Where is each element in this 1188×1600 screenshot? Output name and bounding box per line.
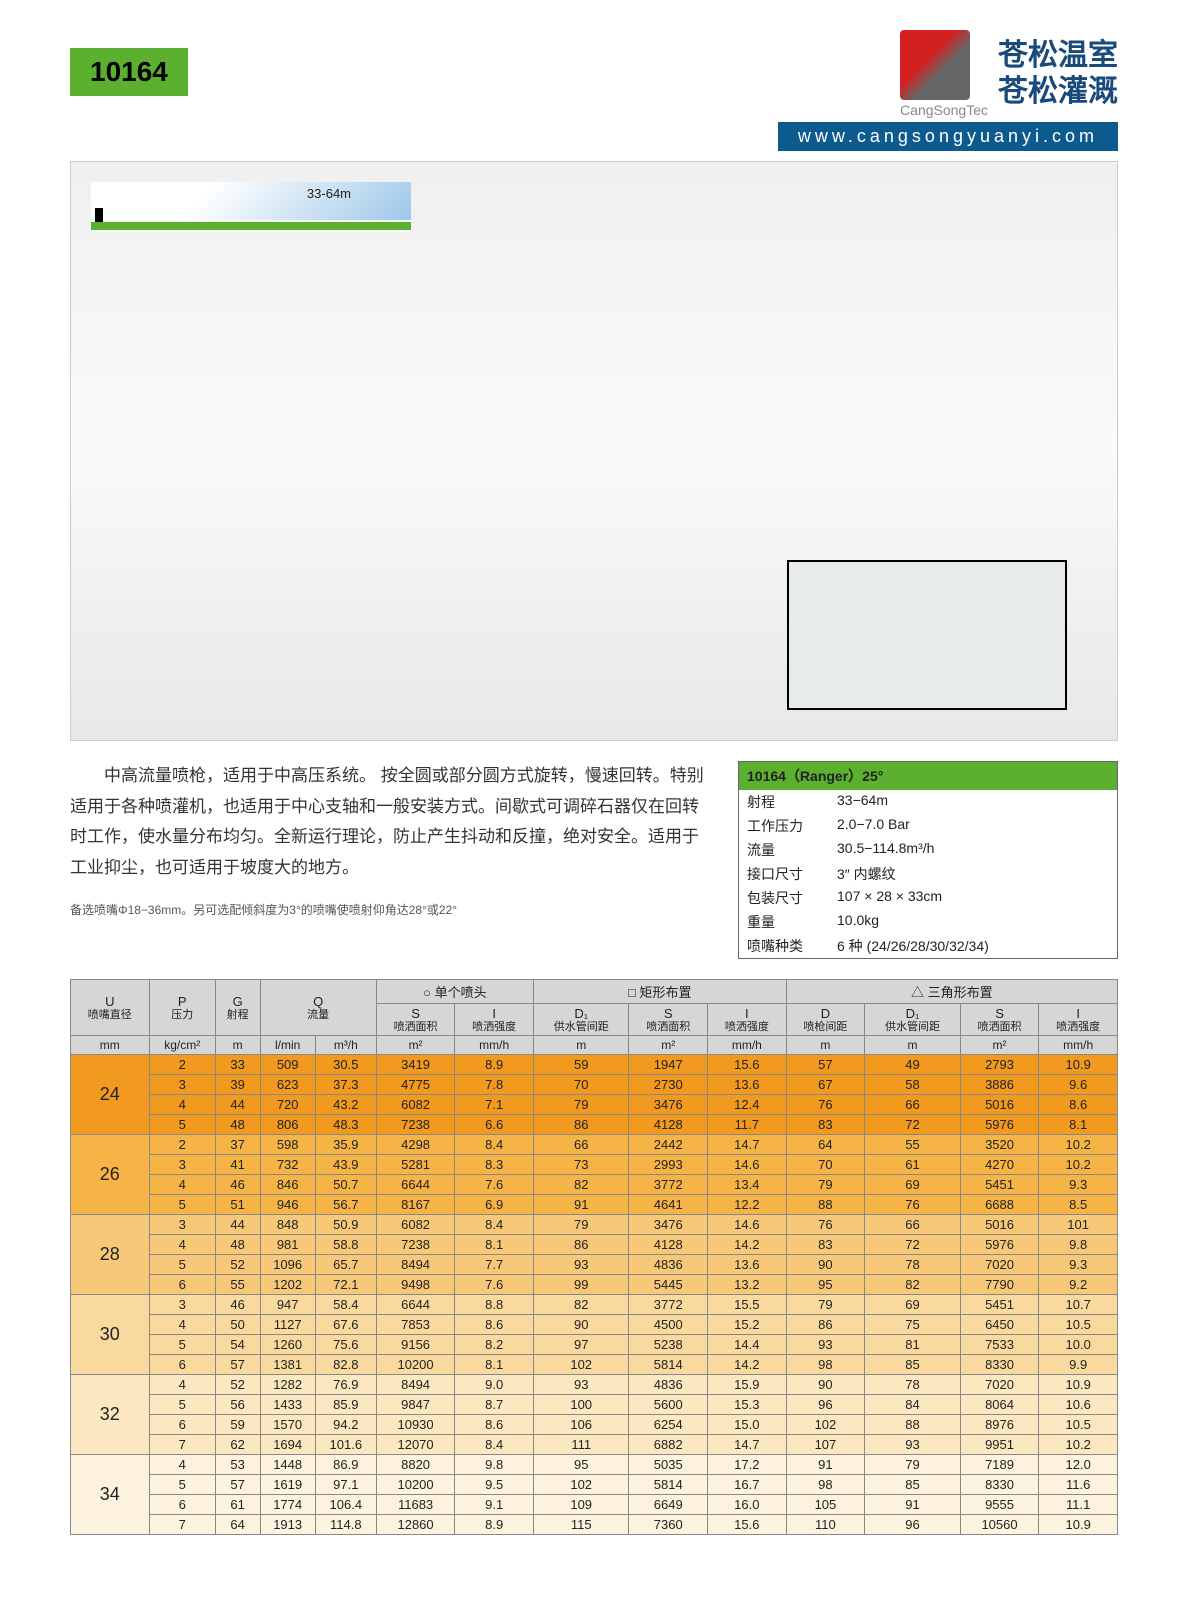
spec-row: 重量10.0kg [739, 910, 1117, 934]
table-row: 6611774106.4116839.1109664916.0105919555… [71, 1495, 1118, 1515]
spec-row: 喷嘴种类6 种 (24/26/28/30/32/34) [739, 934, 1117, 958]
table-row: 55194656.781676.991464112.2887666888.5 [71, 1195, 1118, 1215]
url-bar: www.cangsongyuanyi.com [778, 122, 1118, 151]
table-row: 554126075.691568.297523814.49381753310.0 [71, 1335, 1118, 1355]
spec-row: 包装尺寸107 × 28 × 33cm [739, 886, 1117, 910]
note: 备选喷嘴Φ18−36mm。另可选配倾斜度为3°的喷嘴使喷射仰角达28°或22° [70, 901, 713, 918]
spec-header: 10164（Ranger）25° [739, 762, 1117, 790]
table-row: 32452128276.984949.093483615.99078702010… [71, 1375, 1118, 1395]
spec-row: 接口尺寸3″ 内螺纹 [739, 862, 1117, 886]
table-row: 3034694758.466448.882377215.57969545110.… [71, 1295, 1118, 1315]
table-row: 54880648.372386.686412811.7837259768.1 [71, 1115, 1118, 1135]
table-row: 655120272.194987.699544513.2958277909.2 [71, 1275, 1118, 1295]
spec-row: 流量30.5−114.8m³/h [739, 838, 1117, 862]
table-row: 34173243.952818.373299314.67061427010.2 [71, 1155, 1118, 1175]
company-names: 苍松温室 苍松灌溉 [998, 38, 1118, 110]
range-diagram: 33-64m [91, 182, 411, 232]
company-line1: 苍松温室 [998, 38, 1118, 74]
table-body: 2423350930.534198.959194715.65749279310.… [71, 1055, 1118, 1535]
table-row: 44898158.872388.186412814.2837259769.8 [71, 1235, 1118, 1255]
spec-row: 射程33−64m [739, 790, 1117, 814]
inset-image [787, 560, 1067, 710]
company-sub: CangSongTec [900, 102, 988, 118]
table-row: 552109665.784947.793483613.6907870209.3 [71, 1255, 1118, 1275]
table-row: 33962337.347757.870273013.6675838869.6 [71, 1075, 1118, 1095]
spec-box: 10164（Ranger）25° 射程33−64m工作压力2.0−7.0 Bar… [738, 761, 1118, 959]
table-row: 44684650.766447.682377213.4796954519.3 [71, 1175, 1118, 1195]
table-head: U喷嘴直径 P压力 G射程 Q流量 ○ 单个喷头 □ 矩形布置 △ 三角形布置 … [71, 980, 1118, 1055]
table-row: 7621694101.6120708.4111688214.7107939951… [71, 1435, 1118, 1455]
table-row: 450112767.678538.690450015.28675645010.5 [71, 1315, 1118, 1335]
table-row: 2623759835.942988.466244214.76455352010.… [71, 1135, 1118, 1155]
logo-icon [900, 30, 970, 100]
company-logo-area: CangSongTec [900, 30, 988, 118]
description: 中高流量喷枪，适用于中高压系统。 按全圆或部分圆方式旋转，慢速回转。特别适用于各… [70, 761, 713, 883]
header: 10164 CangSongTec 苍松温室 苍松灌溉 www.cangsong… [70, 30, 1118, 151]
spec-row: 工作压力2.0−7.0 Bar [739, 814, 1117, 838]
table-row: 34453144886.988209.895503517.29179718912… [71, 1455, 1118, 1475]
company-line2: 苍松灌溉 [998, 74, 1118, 110]
table-row: 657138182.8102008.1102581414.2988583309.… [71, 1355, 1118, 1375]
table-row: 7641913114.8128608.9115736015.6110961056… [71, 1515, 1118, 1535]
data-table: U喷嘴直径 P压力 G射程 Q流量 ○ 单个喷头 □ 矩形布置 △ 三角形布置 … [70, 979, 1118, 1535]
table-row: 556143385.998478.7100560015.39684806410.… [71, 1395, 1118, 1415]
description-block: 中高流量喷枪，适用于中高压系统。 按全圆或部分圆方式旋转，慢速回转。特别适用于各… [70, 761, 713, 959]
table-row: 2423350930.534198.959194715.65749279310.… [71, 1055, 1118, 1075]
table-row: 557161997.1102009.5102581416.79885833011… [71, 1475, 1118, 1495]
product-code: 10164 [70, 48, 188, 96]
table-row: 44472043.260827.179347612.4766650168.6 [71, 1095, 1118, 1115]
mid-section: 中高流量喷枪，适用于中高压系统。 按全圆或部分圆方式旋转，慢速回转。特别适用于各… [70, 761, 1118, 959]
range-label: 33-64m [307, 186, 351, 201]
table-row: 659157094.2109308.6106625415.01028889761… [71, 1415, 1118, 1435]
table-row: 2834484850.960828.479347614.676665016101 [71, 1215, 1118, 1235]
hero-image: 33-64m [70, 161, 1118, 741]
company-block: CangSongTec 苍松温室 苍松灌溉 www.cangsongyuanyi… [778, 30, 1118, 151]
